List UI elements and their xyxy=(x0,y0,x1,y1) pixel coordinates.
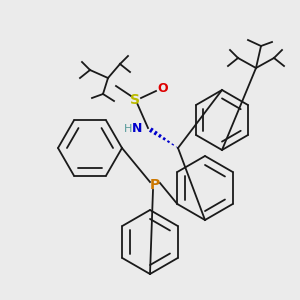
Text: N: N xyxy=(132,122,142,136)
Text: H: H xyxy=(124,124,132,134)
Text: S: S xyxy=(130,93,140,107)
Text: P: P xyxy=(150,178,160,192)
Text: O: O xyxy=(158,82,168,94)
